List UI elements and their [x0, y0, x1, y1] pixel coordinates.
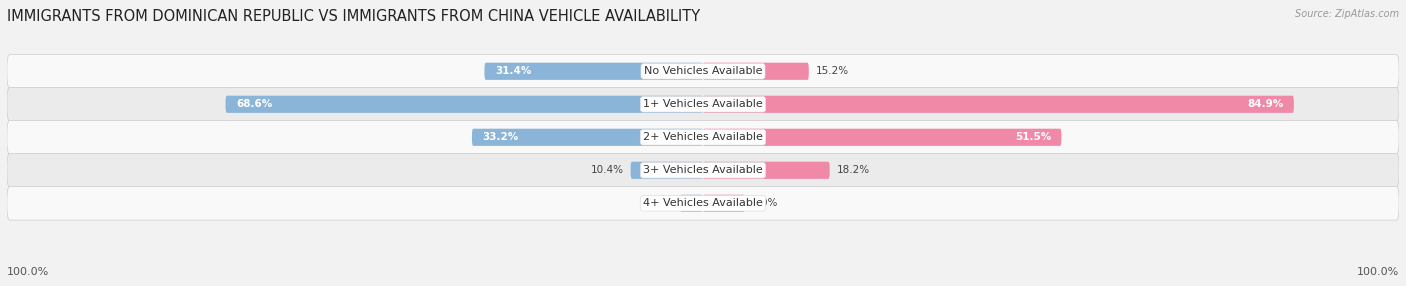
Text: 15.2%: 15.2%	[815, 66, 849, 76]
FancyBboxPatch shape	[7, 54, 1399, 88]
Text: IMMIGRANTS FROM DOMINICAN REPUBLIC VS IMMIGRANTS FROM CHINA VEHICLE AVAILABILITY: IMMIGRANTS FROM DOMINICAN REPUBLIC VS IM…	[7, 9, 700, 23]
Text: 6.0%: 6.0%	[752, 198, 778, 208]
Text: 84.9%: 84.9%	[1247, 99, 1284, 109]
FancyBboxPatch shape	[485, 63, 703, 80]
FancyBboxPatch shape	[472, 129, 703, 146]
Text: 18.2%: 18.2%	[837, 165, 870, 175]
FancyBboxPatch shape	[7, 154, 1399, 187]
Text: 100.0%: 100.0%	[1357, 267, 1399, 277]
FancyBboxPatch shape	[7, 120, 1399, 154]
Text: Source: ZipAtlas.com: Source: ZipAtlas.com	[1295, 9, 1399, 19]
Text: 3+ Vehicles Available: 3+ Vehicles Available	[643, 165, 763, 175]
FancyBboxPatch shape	[7, 186, 1399, 220]
FancyBboxPatch shape	[703, 195, 745, 212]
Text: 10.4%: 10.4%	[591, 165, 624, 175]
FancyBboxPatch shape	[7, 88, 1399, 121]
Text: 33.2%: 33.2%	[482, 132, 519, 142]
Text: 68.6%: 68.6%	[236, 99, 273, 109]
FancyBboxPatch shape	[225, 96, 703, 113]
FancyBboxPatch shape	[703, 96, 1294, 113]
Text: 31.4%: 31.4%	[495, 66, 531, 76]
FancyBboxPatch shape	[681, 195, 703, 212]
Text: 51.5%: 51.5%	[1015, 132, 1052, 142]
FancyBboxPatch shape	[703, 162, 830, 179]
Text: 2+ Vehicles Available: 2+ Vehicles Available	[643, 132, 763, 142]
FancyBboxPatch shape	[703, 63, 808, 80]
Text: No Vehicles Available: No Vehicles Available	[644, 66, 762, 76]
Text: 100.0%: 100.0%	[7, 267, 49, 277]
FancyBboxPatch shape	[631, 162, 703, 179]
FancyBboxPatch shape	[703, 129, 1062, 146]
Text: 4+ Vehicles Available: 4+ Vehicles Available	[643, 198, 763, 208]
Text: 1+ Vehicles Available: 1+ Vehicles Available	[643, 99, 763, 109]
Text: 3.3%: 3.3%	[647, 198, 673, 208]
